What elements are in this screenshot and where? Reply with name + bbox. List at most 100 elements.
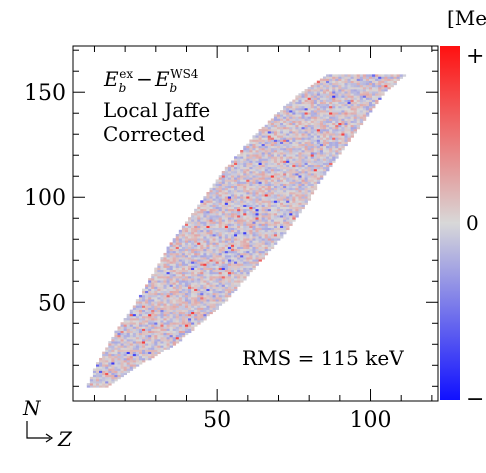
- heatmap-cell: [255, 177, 259, 180]
- heatmap-cell: [329, 120, 333, 123]
- heatmap-cell: [105, 368, 109, 371]
- heatmap-cell: [181, 305, 186, 308]
- heatmap-cell: [243, 257, 247, 260]
- heatmap-cell: [249, 244, 253, 247]
- heatmap-cell: [338, 147, 342, 151]
- heatmap-cell: [209, 284, 213, 287]
- axis-corner-arrowhead: [45, 433, 54, 443]
- heatmap-cell: [347, 112, 351, 115]
- heatmap-cell: [102, 372, 106, 376]
- heatmap-cell: [347, 126, 351, 130]
- heatmap-cell: [295, 126, 299, 130]
- heatmap-cell: [145, 320, 149, 323]
- heatmap-cell: [332, 116, 336, 119]
- heatmap-cell: [304, 135, 308, 138]
- heatmap-cell: [322, 133, 327, 136]
- heatmap-cell: [283, 164, 287, 168]
- heatmap-cell: [264, 124, 269, 128]
- heatmap-cell: [129, 360, 134, 363]
- heatmap-cell: [132, 355, 137, 359]
- heatmap-cell: [175, 297, 180, 300]
- heatmap-cell: [191, 240, 195, 243]
- heatmap-cell: [267, 166, 272, 170]
- heatmap-cell: [175, 326, 180, 329]
- heatmap-cell: [252, 175, 256, 178]
- heatmap-cell: [332, 118, 336, 121]
- heatmap-cell: [356, 120, 361, 123]
- heatmap-cell: [157, 341, 161, 344]
- heatmap-cell: [313, 164, 318, 168]
- heatmap-cell: [338, 99, 342, 102]
- heatmap-cell: [261, 141, 266, 144]
- heatmap-cell: [132, 322, 137, 325]
- heatmap-cell: [258, 221, 262, 224]
- heatmap-cell: [227, 252, 232, 256]
- heatmap-cell: [326, 95, 330, 98]
- heatmap-cell: [157, 280, 161, 283]
- heatmap-cell: [347, 93, 351, 96]
- heatmap-cell: [206, 194, 210, 197]
- heatmap-cell: [224, 261, 229, 264]
- heatmap-cell: [261, 215, 266, 218]
- heatmap-cell: [240, 257, 244, 260]
- heatmap-cell: [335, 135, 339, 138]
- heatmap-cell: [295, 110, 299, 113]
- heatmap-cell: [283, 212, 287, 216]
- heatmap-cell: [188, 263, 192, 266]
- heatmap-cell: [350, 80, 354, 84]
- heatmap-cell: [249, 212, 253, 216]
- heatmap-cell: [273, 154, 278, 157]
- heatmap-cell: [335, 110, 339, 113]
- heatmap-cell: [359, 118, 364, 121]
- heatmap-cell: [273, 208, 278, 212]
- heatmap-cell: [322, 149, 327, 153]
- heatmap-cell: [148, 288, 152, 292]
- heatmap-cell: [197, 280, 201, 283]
- heatmap-cell: [313, 156, 318, 159]
- heatmap-cell: [335, 74, 339, 77]
- heatmap-cell: [206, 252, 210, 256]
- heatmap-cell: [166, 246, 170, 250]
- heatmap-cell: [283, 149, 287, 153]
- heatmap-cell: [378, 97, 382, 100]
- heatmap-cell: [335, 95, 339, 98]
- heatmap-cell: [280, 137, 284, 140]
- heatmap-cell: [255, 154, 259, 157]
- heatmap-cell: [188, 229, 192, 233]
- heatmap-cell: [108, 357, 112, 361]
- heatmap-cell: [163, 311, 167, 315]
- heatmap-cell: [224, 231, 229, 235]
- heatmap-cell: [157, 288, 161, 292]
- heatmap-cell: [224, 229, 229, 233]
- heatmap-cell: [264, 154, 269, 157]
- heatmap-cell: [234, 170, 238, 174]
- heatmap-cell: [157, 290, 161, 294]
- heatmap-cell: [252, 259, 256, 262]
- heatmap-cell: [255, 191, 259, 195]
- heatmap-cell: [276, 118, 281, 121]
- heatmap-cell: [255, 185, 259, 189]
- heatmap-cell: [292, 128, 296, 132]
- heatmap-cell: [326, 84, 330, 88]
- heatmap-cell: [304, 145, 308, 149]
- heatmap-cell: [375, 97, 379, 100]
- heatmap-cell: [117, 362, 121, 365]
- heatmap-cell: [322, 162, 327, 165]
- heatmap-cell: [191, 265, 195, 268]
- heatmap-cell: [105, 357, 109, 361]
- heatmap-cell: [175, 273, 180, 277]
- heatmap-cell: [316, 158, 321, 161]
- heatmap-cell: [224, 177, 229, 180]
- heatmap-cell: [114, 339, 118, 342]
- heatmap-cell: [132, 326, 137, 329]
- heatmap-cell: [252, 187, 256, 191]
- heatmap-cell: [292, 189, 296, 193]
- heatmap-cell: [215, 273, 219, 277]
- heatmap-cell: [194, 208, 198, 212]
- heatmap-cell: [316, 91, 321, 94]
- heatmap-cell: [329, 84, 333, 88]
- heatmap-cell: [227, 276, 232, 279]
- heatmap-cell: [255, 145, 259, 149]
- heatmap-cell: [163, 299, 167, 302]
- heatmap-cell: [298, 181, 302, 184]
